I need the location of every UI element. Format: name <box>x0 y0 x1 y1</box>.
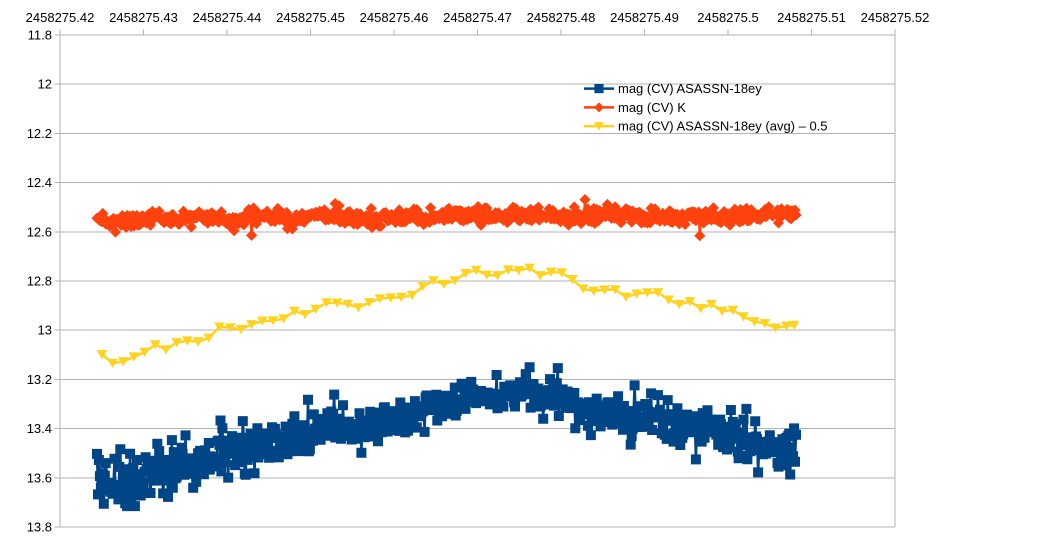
svg-text:mag (CV) ASASSN-18ey (avg) – 0: mag (CV) ASASSN-18ey (avg) – 0.5 <box>618 119 828 134</box>
svg-text:13.2: 13.2 <box>27 372 52 387</box>
svg-text:2458275.46: 2458275.46 <box>360 10 429 25</box>
svg-text:13.8: 13.8 <box>27 520 52 535</box>
svg-text:2458275.48: 2458275.48 <box>527 10 596 25</box>
svg-text:12.4: 12.4 <box>27 175 52 190</box>
svg-text:mag (CV) ASASSN-18ey: mag (CV) ASASSN-18ey <box>618 81 762 96</box>
svg-text:2458275.49: 2458275.49 <box>610 10 679 25</box>
svg-text:2458275.42: 2458275.42 <box>26 10 95 25</box>
svg-text:2458275.47: 2458275.47 <box>443 10 512 25</box>
svg-text:2458275.52: 2458275.52 <box>861 10 930 25</box>
svg-text:2458275.43: 2458275.43 <box>109 10 178 25</box>
svg-text:2458275.45: 2458275.45 <box>276 10 345 25</box>
svg-text:11.8: 11.8 <box>28 28 52 43</box>
svg-text:12.8: 12.8 <box>27 274 52 289</box>
svg-text:13.6: 13.6 <box>27 470 52 485</box>
svg-text:2458275.51: 2458275.51 <box>777 10 846 25</box>
svg-text:12: 12 <box>38 77 52 92</box>
svg-text:13: 13 <box>38 323 52 338</box>
svg-text:13.4: 13.4 <box>27 421 52 436</box>
svg-text:12.2: 12.2 <box>27 126 52 141</box>
svg-text:2458275.5: 2458275.5 <box>697 10 758 25</box>
svg-text:12.6: 12.6 <box>27 224 52 239</box>
svg-text:mag (CV) K: mag (CV) K <box>618 100 686 115</box>
svg-text:2458275.44: 2458275.44 <box>193 10 262 25</box>
